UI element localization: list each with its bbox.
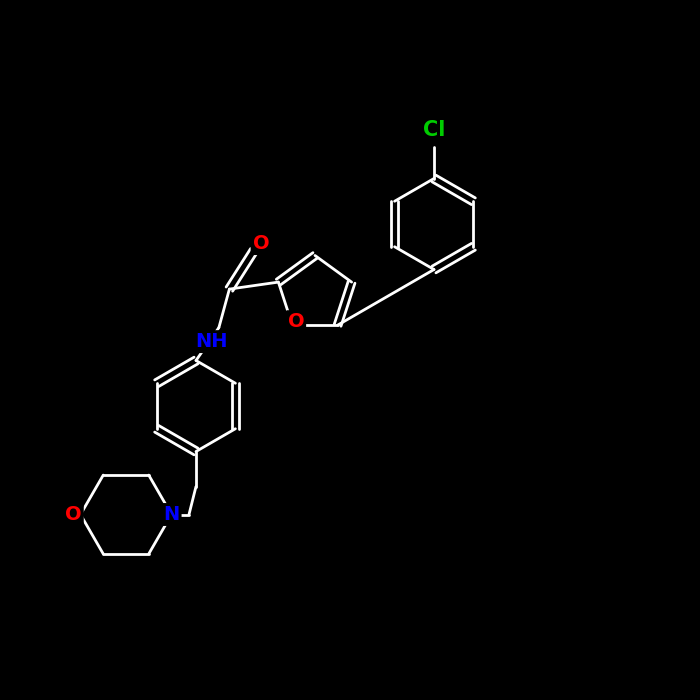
Text: O: O [288,312,304,331]
Text: NH: NH [195,332,228,351]
Text: O: O [253,234,270,253]
Text: Cl: Cl [423,120,445,139]
Text: O: O [65,505,82,524]
Text: N: N [163,505,180,524]
